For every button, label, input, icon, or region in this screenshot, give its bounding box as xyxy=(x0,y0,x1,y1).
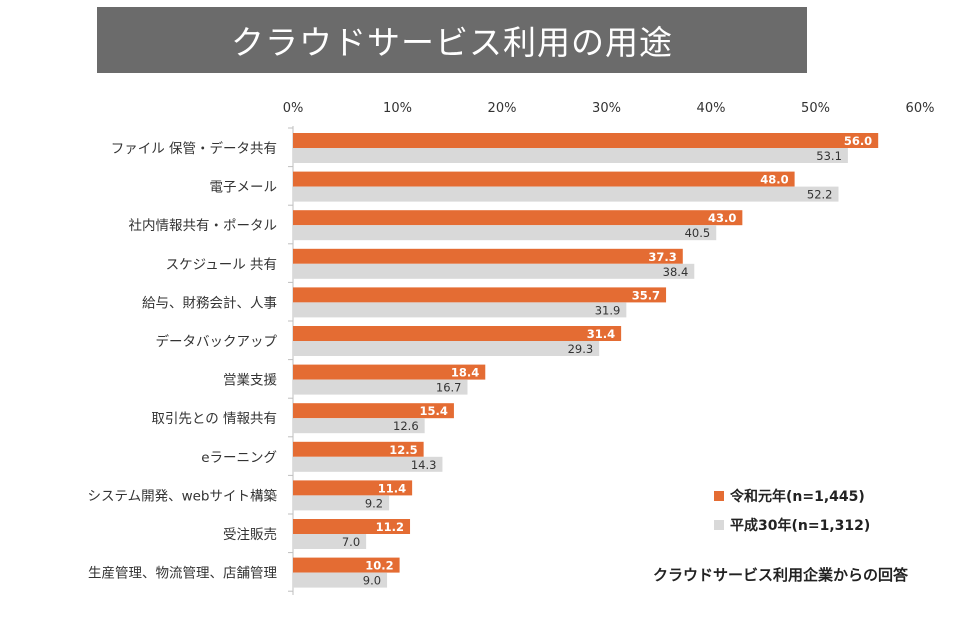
data-label-current: 43.0 xyxy=(708,211,736,225)
category-label: 生産管理、物流管理、店舗管理 xyxy=(88,566,277,582)
data-label-current: 15.4 xyxy=(420,404,448,418)
category-label: 受注販売 xyxy=(223,527,277,543)
data-label-previous: 29.3 xyxy=(568,342,594,356)
data-label-previous: 14.3 xyxy=(411,458,437,472)
data-label-previous: 40.5 xyxy=(685,226,711,240)
category-label: 営業支援 xyxy=(223,373,277,389)
category-label: データバックアップ xyxy=(156,333,278,350)
data-label-current: 12.5 xyxy=(389,443,417,457)
data-label-previous: 7.0 xyxy=(342,535,360,549)
bar-current xyxy=(293,326,622,341)
data-label-previous: 16.7 xyxy=(436,381,462,395)
legend-swatch-current xyxy=(714,491,724,501)
x-tick-label: 0% xyxy=(283,101,304,116)
data-label-previous: 9.2 xyxy=(365,496,383,510)
bar-previous xyxy=(293,225,717,241)
data-label-current: 48.0 xyxy=(760,173,788,187)
legend-label-previous: 平成30年(n=1,312) xyxy=(730,518,871,534)
category-label: eラーニング xyxy=(201,450,277,466)
bar-previous xyxy=(293,302,627,318)
data-label-current: 11.2 xyxy=(376,520,404,534)
chart-title: クラウドサービス利用の用途 xyxy=(97,7,807,73)
data-label-previous: 53.1 xyxy=(816,149,842,163)
data-label-previous: 52.2 xyxy=(807,188,833,202)
legend-label-current: 令和元年(n=1,445) xyxy=(730,489,865,505)
category-label: スケジュール 共有 xyxy=(166,257,277,273)
bar-previous xyxy=(293,186,839,202)
bar-previous xyxy=(293,572,388,588)
legend-previous: 平成30年(n=1,312) xyxy=(714,515,870,535)
data-label-previous: 38.4 xyxy=(663,265,689,279)
data-label-current: 56.0 xyxy=(844,134,872,148)
bar-current xyxy=(293,403,454,419)
bar-current xyxy=(293,519,411,534)
bar-previous xyxy=(293,341,600,356)
category-label: 給与、財務会計、人事 xyxy=(142,295,277,311)
category-label: 取引先との 情報共有 xyxy=(151,411,277,427)
category-label: 社内情報共有・ポータル xyxy=(129,218,278,234)
bar-current xyxy=(293,287,667,303)
bar-current xyxy=(293,557,400,573)
data-label-current: 35.7 xyxy=(632,288,660,302)
category-label: システム開発、webサイト構築 xyxy=(87,488,277,504)
category-label: ファイル 保管・データ共有 xyxy=(111,140,277,157)
x-tick-label: 20% xyxy=(488,101,517,116)
bar-current xyxy=(293,480,413,496)
data-label-current: 31.4 xyxy=(587,327,615,341)
data-label-previous: 9.0 xyxy=(363,574,381,588)
legend-current: 令和元年(n=1,445) xyxy=(714,486,865,506)
chart-note: クラウドサービス利用企業からの回答 xyxy=(653,566,909,584)
x-tick-label: 10% xyxy=(383,101,412,116)
x-tick-label: 40% xyxy=(697,101,726,116)
bar-current xyxy=(293,441,424,457)
bar-current xyxy=(293,210,743,226)
x-tick-label: 30% xyxy=(592,101,621,116)
bar-previous xyxy=(293,456,443,472)
x-tick-label: 50% xyxy=(801,101,830,116)
bar-previous xyxy=(293,534,367,549)
data-label-previous: 31.9 xyxy=(595,303,621,317)
data-label-previous: 12.6 xyxy=(393,419,419,433)
bar-previous xyxy=(293,263,695,279)
bar-current xyxy=(293,364,486,380)
data-label-current: 37.3 xyxy=(648,250,676,264)
bar-previous xyxy=(293,148,848,163)
bar-previous xyxy=(293,418,425,434)
bar-previous xyxy=(293,379,468,395)
x-tick-label: 60% xyxy=(906,101,935,116)
data-label-current: 18.4 xyxy=(451,366,479,380)
bar-current xyxy=(293,133,879,148)
bar-current xyxy=(293,248,683,264)
bar-current xyxy=(293,171,795,187)
data-label-current: 11.4 xyxy=(378,481,406,495)
category-label: 電子メール xyxy=(210,180,278,196)
legend-swatch-previous xyxy=(714,520,724,530)
data-label-current: 10.2 xyxy=(365,559,393,573)
bar-previous xyxy=(293,495,390,511)
